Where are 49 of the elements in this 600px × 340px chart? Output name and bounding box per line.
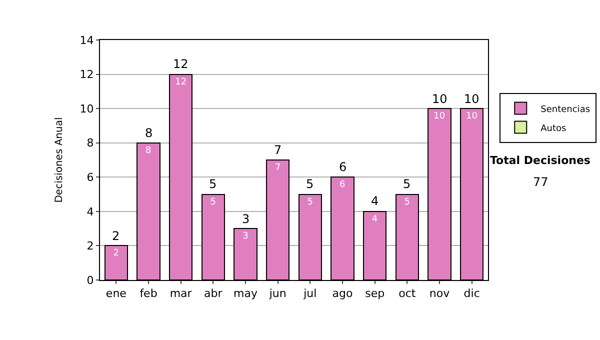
y-tick-label: 0 <box>86 274 94 287</box>
data-label: 3 <box>242 232 248 242</box>
x-tick-label: abr <box>204 287 223 300</box>
x-tick-label: ene <box>106 287 127 300</box>
total-label: 10 <box>432 92 448 106</box>
y-axis-title: Decisiones Anual <box>54 117 65 203</box>
total-label: 4 <box>371 194 379 208</box>
x-tick-label: feb <box>140 287 158 300</box>
text: 77 <box>533 175 548 189</box>
total-label: 7 <box>274 143 282 157</box>
x-tick-label: nov <box>429 287 450 300</box>
data-label: 8 <box>146 146 152 156</box>
y-tick-label: 2 <box>86 240 94 253</box>
data-label: 5 <box>404 197 410 208</box>
x-tick-label: ago <box>332 287 353 300</box>
y-tick-label: 6 <box>86 170 94 184</box>
text: Total Decisiones <box>490 154 591 167</box>
y-tick-label: 12 <box>80 68 94 82</box>
x-tick-label: may <box>234 287 258 300</box>
data-label: 7 <box>274 163 281 173</box>
total-label: 8 <box>145 126 153 140</box>
data-label: 5 <box>307 197 314 208</box>
y-tick-label: 10 <box>80 102 94 116</box>
x-tick-label: jun <box>268 287 286 300</box>
total-label: 6 <box>339 160 347 174</box>
data-label: 10 <box>434 112 446 122</box>
x-tick-label: sep <box>365 287 385 300</box>
x-tick-label: mar <box>170 287 192 300</box>
total-label: 10 <box>464 92 480 106</box>
data-label: 6 <box>340 180 346 190</box>
x-tick-label: dic <box>464 287 480 300</box>
x-tick-label: oct <box>398 287 416 300</box>
data-label: 10 <box>466 112 478 122</box>
total-label: 5 <box>403 177 411 191</box>
y-tick-label: 8 <box>86 136 94 150</box>
total-label: 12 <box>173 57 188 71</box>
total-label: 5 <box>209 177 217 191</box>
legend-label: Sentencias <box>540 104 590 115</box>
data-label: 12 <box>175 77 187 88</box>
total-label: 2 <box>112 229 120 243</box>
y-tick-label: 14 <box>80 34 94 47</box>
total-label: 5 <box>306 177 314 191</box>
total-label: 3 <box>242 212 250 226</box>
legend-label: Autos <box>540 124 567 134</box>
data-label: 2 <box>113 248 120 259</box>
data-label: 5 <box>210 197 216 208</box>
y-tick-label: 4 <box>86 205 94 218</box>
data-label: 4 <box>372 214 378 224</box>
x-tick-label: jul <box>302 287 317 300</box>
